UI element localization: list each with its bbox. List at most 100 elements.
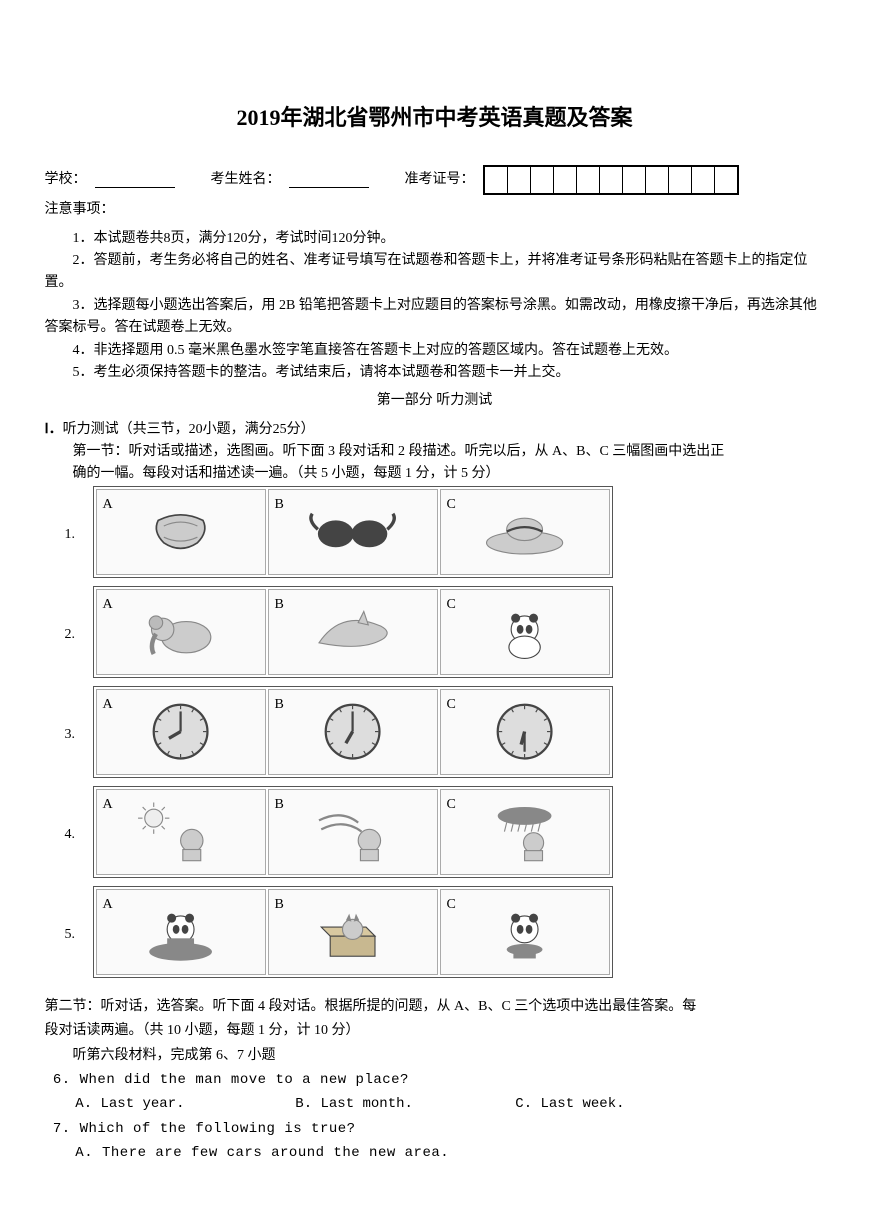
sec2-intro-a: 第二节：听对话，选答案。听下面 4 段对话。根据所提的问题，从 A、B、C 三个…	[45, 996, 825, 1018]
sec2-intro-b: 段对话读两遍。（共 10 小题，每题 1 分，计 10 分）	[45, 1020, 825, 1042]
exam-id-boxes[interactable]	[483, 165, 739, 195]
question-number: 5.	[65, 886, 93, 978]
sec1-line-b: 确的一幅。每段对话和描述读一遍。（共 5 小题，每题 1 分，计 5 分）	[73, 463, 825, 485]
id-box-2[interactable]	[531, 167, 554, 193]
option-b[interactable]: B	[268, 889, 438, 975]
fox-box-icon	[277, 898, 428, 965]
q6-opt-c[interactable]: C. Last week.	[515, 1093, 695, 1115]
q6-num: 6.	[53, 1072, 71, 1088]
option-c[interactable]: C	[440, 889, 610, 975]
option-c[interactable]: C	[440, 489, 610, 575]
page-title: 2019年湖北省鄂州市中考英语真题及答案	[45, 100, 825, 135]
id-box-9[interactable]	[692, 167, 715, 193]
option-b[interactable]: B	[268, 789, 438, 875]
option-label: C	[447, 594, 456, 616]
q6: 6. When did the man move to a new place?	[53, 1069, 825, 1091]
listening-header: 听力测试（共三节，20小题，满分25分）	[63, 422, 315, 437]
option-label: B	[275, 794, 284, 816]
q6-opt-a[interactable]: A. Last year.	[75, 1093, 255, 1115]
elephant-icon	[105, 598, 256, 665]
exam-page: 2019年湖北省鄂州市中考英语真题及答案 学校： 考生姓名： 准考证号： 注意事…	[5, 60, 865, 1187]
sunglasses-icon	[277, 498, 428, 565]
clock-7-icon	[277, 698, 428, 765]
clock-630-icon	[449, 698, 600, 765]
instruction-3: 3．选择题每小题选出答案后，用 2B 铅笔把答题卡上对应题目的答案标号涂黑。如需…	[45, 295, 825, 340]
option-label: B	[275, 494, 284, 516]
option-c[interactable]: C	[440, 689, 610, 775]
instruction-5: 5．考生必须保持答题卡的整洁。考试结束后，请将本试题卷和答题卡一并上交。	[45, 362, 825, 384]
option-label: A	[103, 594, 113, 616]
option-b[interactable]: B	[268, 489, 438, 575]
id-box-3[interactable]	[554, 167, 577, 193]
exam-id-label: 准考证号：	[405, 169, 475, 191]
option-b[interactable]: B	[268, 589, 438, 675]
image-question-row: 2. A B C	[65, 586, 825, 678]
sec2-material: 听第六段材料，完成第 6、7 小题	[45, 1045, 825, 1067]
option-frame: A B C	[93, 486, 613, 578]
option-frame: A B C	[93, 686, 613, 778]
id-box-7[interactable]	[646, 167, 669, 193]
id-box-0[interactable]	[485, 167, 508, 193]
rainy-icon	[449, 798, 600, 865]
option-frame: A B C	[93, 586, 613, 678]
image-question-row: 1. A B C	[65, 486, 825, 578]
option-a[interactable]: A	[96, 489, 266, 575]
option-a[interactable]: A	[96, 789, 266, 875]
option-a[interactable]: A	[96, 889, 266, 975]
option-label: B	[275, 594, 284, 616]
q6-text: When did the man move to a new place?	[80, 1072, 409, 1088]
id-box-1[interactable]	[508, 167, 531, 193]
panda-hat-icon	[105, 898, 256, 965]
school-label: 学校：	[45, 169, 87, 191]
option-frame: AB C	[93, 886, 613, 978]
option-a[interactable]: A	[96, 589, 266, 675]
image-question-table: 1.ABC2.ABC3.ABC4.ABC5.ABC	[65, 486, 825, 978]
id-box-6[interactable]	[623, 167, 646, 193]
instruction-2: 2．答题前，考生务必将自己的姓名、准考证号填写在试题卷和答题卡上，并将准考证号条…	[45, 250, 825, 295]
option-label: B	[275, 894, 284, 916]
id-box-10[interactable]	[715, 167, 737, 193]
question-number: 1.	[65, 486, 93, 578]
q6-opt-b[interactable]: B. Last month.	[295, 1093, 475, 1115]
part1-title: 第一部分 听力测试	[45, 390, 825, 412]
notice-label: 注意事项：	[45, 199, 825, 221]
q7-opt-a[interactable]: A. There are few cars around the new are…	[75, 1142, 824, 1164]
option-b[interactable]: B	[268, 689, 438, 775]
question-number: 3.	[65, 686, 93, 778]
sunny-icon	[105, 798, 256, 865]
listening-section: Ⅰ．听力测试（共三节，20小题，满分25分）	[45, 419, 825, 441]
image-question-row: 5.AB C	[65, 886, 825, 978]
id-box-4[interactable]	[577, 167, 600, 193]
option-label: C	[447, 694, 456, 716]
option-label: C	[447, 894, 456, 916]
roman-one: Ⅰ．	[45, 422, 63, 437]
scarf-icon	[105, 498, 256, 565]
q6-options: A. Last year. B. Last month. C. Last wee…	[75, 1093, 824, 1115]
panda-stool-icon	[449, 898, 600, 965]
q7-text: Which of the following is true?	[80, 1121, 356, 1137]
option-label: A	[103, 694, 113, 716]
name-label: 考生姓名：	[211, 169, 281, 191]
image-question-row: 4. A B C	[65, 786, 825, 878]
id-box-5[interactable]	[600, 167, 623, 193]
option-c[interactable]: C	[440, 589, 610, 675]
question-number: 2.	[65, 586, 93, 678]
option-label: B	[275, 694, 284, 716]
q7-num: 7.	[53, 1121, 71, 1137]
q7: 7. Which of the following is true?	[53, 1118, 825, 1140]
windy-icon	[277, 798, 428, 865]
option-label: A	[103, 794, 113, 816]
school-blank[interactable]	[95, 173, 175, 188]
instruction-1: 1．本试题卷共8页，满分120分，考试时间120分钟。	[45, 228, 825, 250]
sunhat-icon	[449, 498, 600, 565]
id-box-8[interactable]	[669, 167, 692, 193]
option-label: A	[103, 494, 113, 516]
option-c[interactable]: C	[440, 789, 610, 875]
option-a[interactable]: A	[96, 689, 266, 775]
name-blank[interactable]	[289, 173, 369, 188]
dolphin-icon	[277, 598, 428, 665]
question-number: 4.	[65, 786, 93, 878]
section-2: 第二节：听对话，选答案。听下面 4 段对话。根据所提的问题，从 A、B、C 三个…	[45, 996, 825, 1165]
student-header: 学校： 考生姓名： 准考证号：	[45, 165, 825, 195]
panda-icon	[449, 598, 600, 665]
